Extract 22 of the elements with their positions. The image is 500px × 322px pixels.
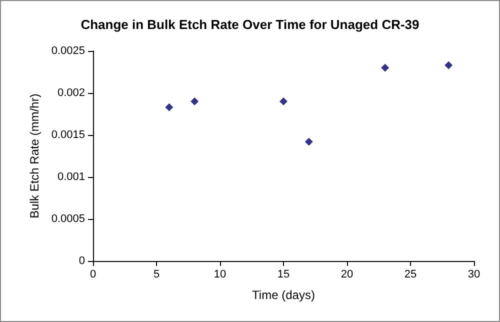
x-tick-label: 5 (153, 268, 160, 280)
x-tick-label: 15 (277, 268, 290, 280)
point (444, 61, 453, 70)
x-tick-label: 10 (214, 268, 226, 280)
y-tick-label: 0 (78, 255, 85, 267)
y-tick-label: 0.0015 (51, 129, 85, 141)
point (381, 64, 390, 72)
y-tick-label: 0.002 (57, 87, 85, 99)
chart-title: Change in Bulk Etch Rate Over Time for Unaged CR-39 (80, 17, 420, 32)
y-axis-title: Bulk Etch Rate (mm/hr) (27, 94, 42, 218)
point (190, 97, 199, 106)
x-tick-label: 0 (90, 268, 96, 280)
x-axis-title: Time (days) (252, 288, 315, 302)
y-tick-label: 0.0025 (51, 45, 85, 57)
point (165, 103, 174, 112)
y-tick-label: 0.0005 (51, 213, 85, 225)
point (304, 138, 313, 146)
y-tick-label: 0.001 (57, 171, 85, 183)
point (280, 97, 288, 106)
x-tick-label: 20 (340, 268, 354, 280)
x-tick-label: 30 (468, 268, 480, 280)
x-tick-label: 25 (404, 268, 417, 280)
